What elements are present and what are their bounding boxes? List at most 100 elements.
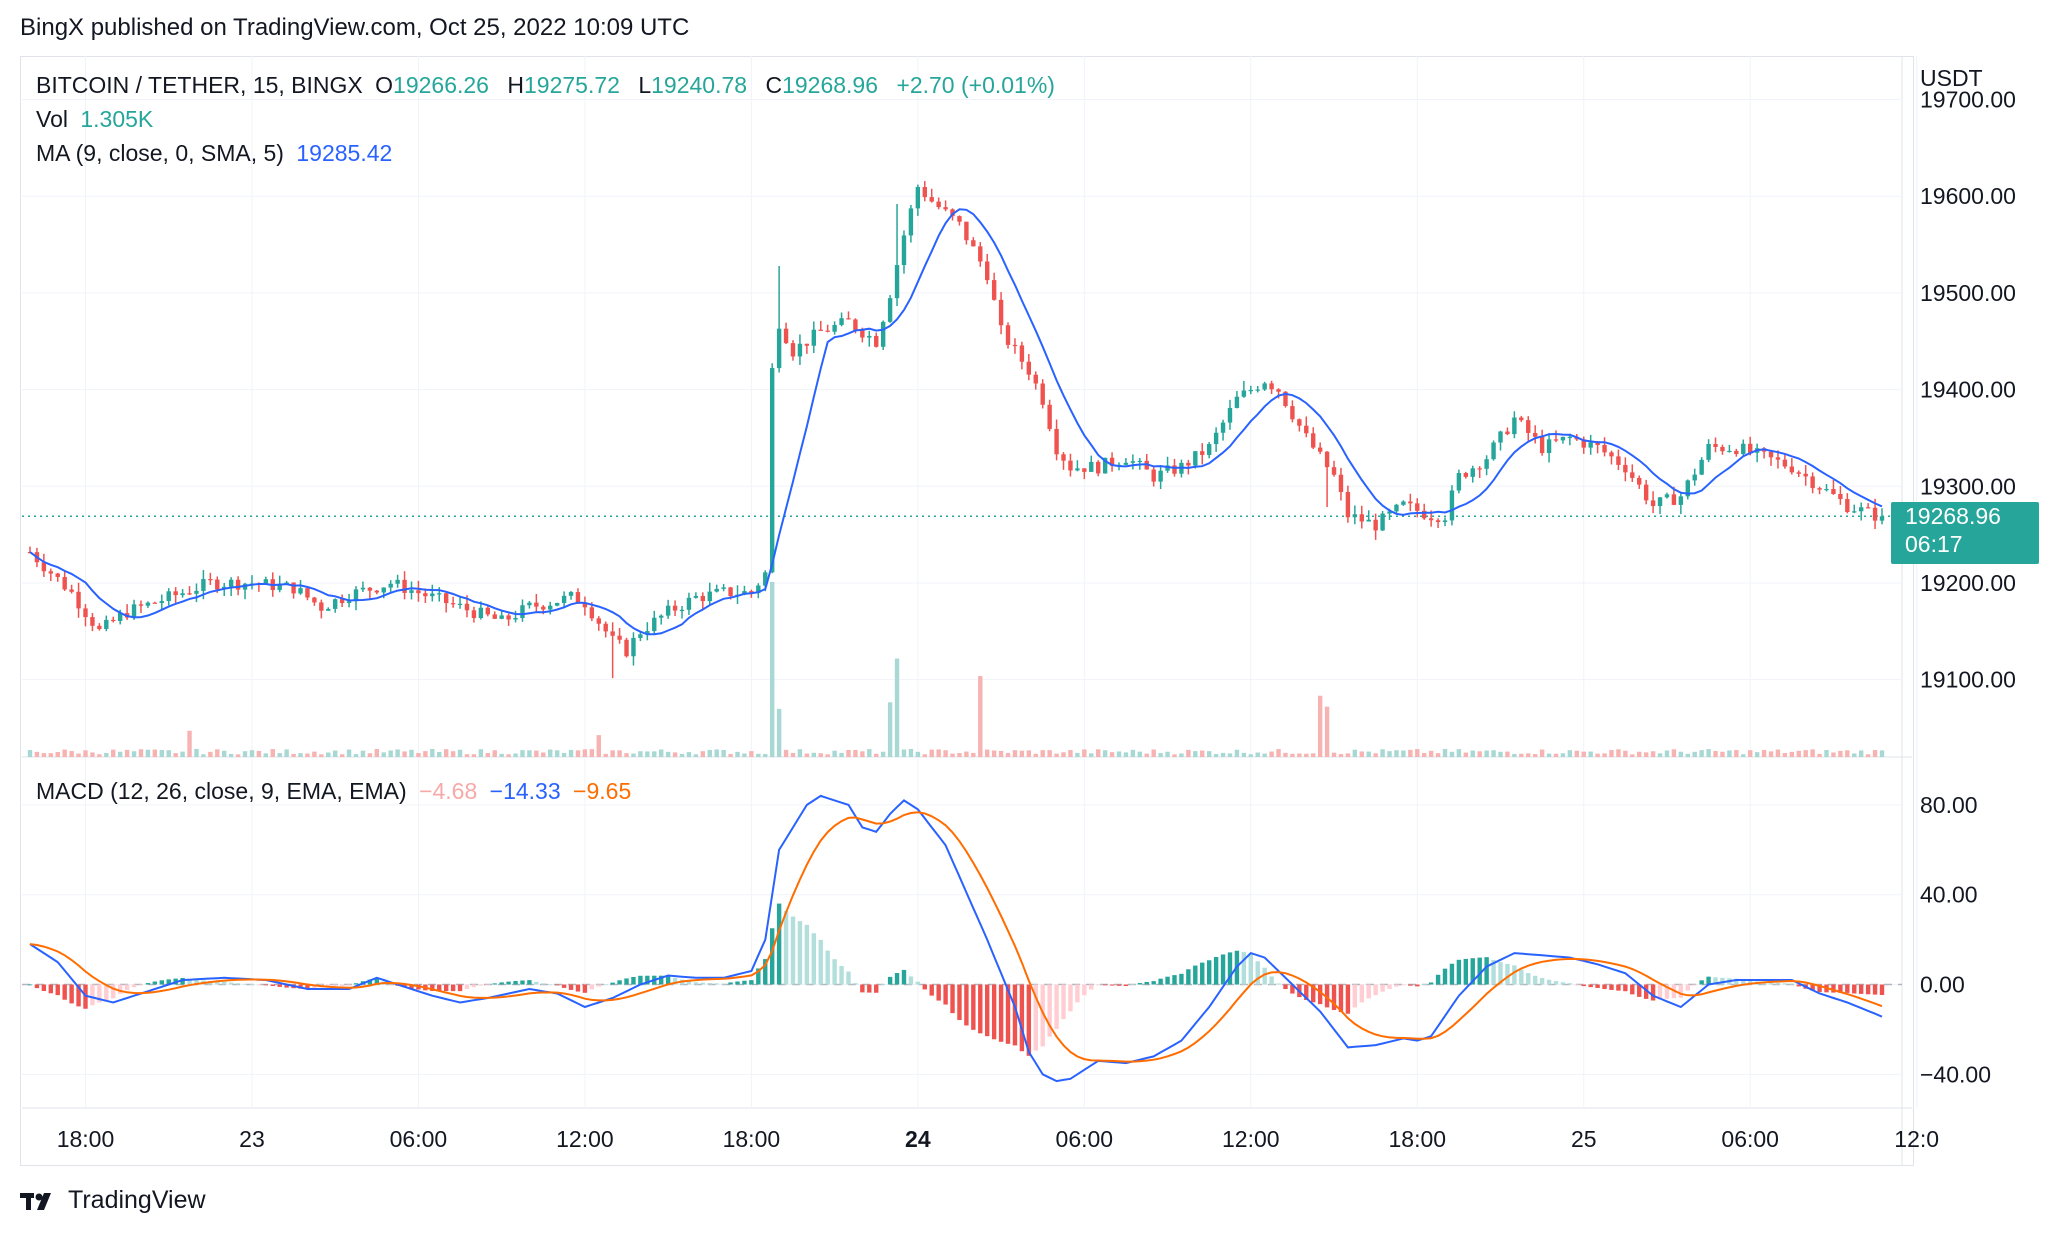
candle-body [749, 591, 754, 594]
macd-hist-bar [1463, 958, 1469, 985]
candle-body [1553, 439, 1559, 441]
macd-hist-bar [964, 984, 969, 1026]
candle-body [159, 601, 164, 603]
volume-bar [568, 749, 574, 757]
candle-body [964, 221, 969, 241]
macd-hist-bar [138, 984, 144, 986]
volume-bar [957, 753, 962, 757]
volume-bar [1324, 706, 1330, 757]
volume-bar [166, 750, 171, 757]
volume-bar [159, 749, 164, 757]
candle-body [235, 579, 241, 590]
volume-bar [797, 749, 803, 757]
volume-bar [1775, 749, 1781, 757]
macd-hist-bar [1172, 975, 1177, 985]
macd-hist-bar [575, 984, 581, 992]
volume-bar [707, 749, 712, 757]
volume-bar [1338, 754, 1344, 757]
candle-body [832, 324, 837, 332]
macd-hist-bar [1158, 978, 1163, 985]
candle-body [1678, 496, 1684, 505]
candle-body [922, 187, 927, 198]
candle-body [1782, 459, 1788, 467]
macd-hist-bar [1428, 982, 1434, 985]
volume-bar [1165, 751, 1170, 757]
volume-bar [319, 754, 324, 757]
candle-body [319, 602, 324, 611]
volume-bar [1151, 749, 1156, 757]
volume-bar [145, 749, 151, 757]
volume-bar [1720, 751, 1725, 757]
candle-body [1338, 474, 1344, 493]
volume-bar [887, 702, 893, 757]
candle-body [1172, 465, 1177, 474]
volume-bar [631, 753, 636, 757]
candle-body [443, 593, 449, 604]
macd-hist-bar [1865, 984, 1871, 995]
macd-hist-bar [832, 959, 837, 985]
volume-bar [1713, 750, 1718, 757]
volume-bar [769, 582, 775, 757]
volume-bar [1352, 749, 1358, 757]
candle-body [1449, 490, 1455, 521]
tradingview-brand[interactable]: TradingView [20, 1186, 206, 1215]
macd-hist-bar [686, 981, 692, 985]
candle-body [561, 595, 567, 603]
price-tick-label: 19600.00 [1920, 183, 2016, 209]
macd-hist-bar [860, 984, 865, 993]
candle-body [596, 618, 601, 624]
candle-body [1803, 473, 1808, 477]
candle-body [1158, 470, 1163, 482]
volume-bar [1803, 750, 1808, 757]
candle-body [1095, 461, 1101, 474]
volume-bar [1678, 751, 1684, 757]
volume-bar [561, 752, 567, 757]
candle-body [1304, 425, 1309, 434]
candle-body [874, 335, 879, 347]
candle-body [1519, 417, 1524, 421]
volume-bar [971, 752, 976, 757]
chart-frame[interactable] [20, 56, 1914, 1166]
candle-body [860, 330, 865, 338]
volume-bar [922, 754, 927, 757]
candle-body [1650, 500, 1656, 507]
macd-hist-bar [596, 984, 601, 987]
candle-body [1588, 442, 1593, 448]
time-tick-label: 06:00 [1056, 1126, 1114, 1152]
candle-body [568, 592, 574, 596]
volume-bar [499, 753, 504, 757]
candle-body [1824, 488, 1829, 491]
legend-symbol: BITCOIN / TETHER, 15, BINGX [36, 72, 363, 98]
macd-hist-bar [950, 984, 955, 1014]
candle-body [1435, 520, 1441, 523]
volume-bar [1137, 751, 1143, 757]
macd-hist-bar [131, 984, 137, 988]
volume-bar [256, 750, 262, 757]
candle-body [1075, 468, 1080, 471]
legend-low: 19240.78 [651, 72, 748, 98]
ma-line-path [29, 208, 1883, 636]
volume-bar [395, 749, 400, 757]
macd-hist-bar [1692, 984, 1697, 986]
candle-body [624, 639, 629, 657]
candle-body [1387, 511, 1392, 514]
volume-bar [1519, 753, 1524, 757]
macd-hist-bar [1005, 984, 1011, 1044]
volume-bar [998, 750, 1004, 757]
volume-bar [138, 749, 144, 757]
candle-body [298, 588, 303, 594]
macd-hist-bar [1179, 973, 1184, 985]
macd-hist-bar [1713, 977, 1718, 985]
candle-body [818, 329, 823, 331]
candle-body [971, 240, 976, 247]
volume-bar [596, 735, 601, 757]
candle-body [41, 562, 47, 572]
macd-hist-bar [1616, 984, 1621, 991]
volume-bar [1865, 754, 1871, 757]
price-unit-label: USDT [1920, 65, 1983, 91]
macd-hist-bar [811, 933, 817, 985]
candle-body [346, 601, 352, 603]
volume-bar [298, 753, 303, 757]
macd-hist-bar [228, 982, 234, 985]
